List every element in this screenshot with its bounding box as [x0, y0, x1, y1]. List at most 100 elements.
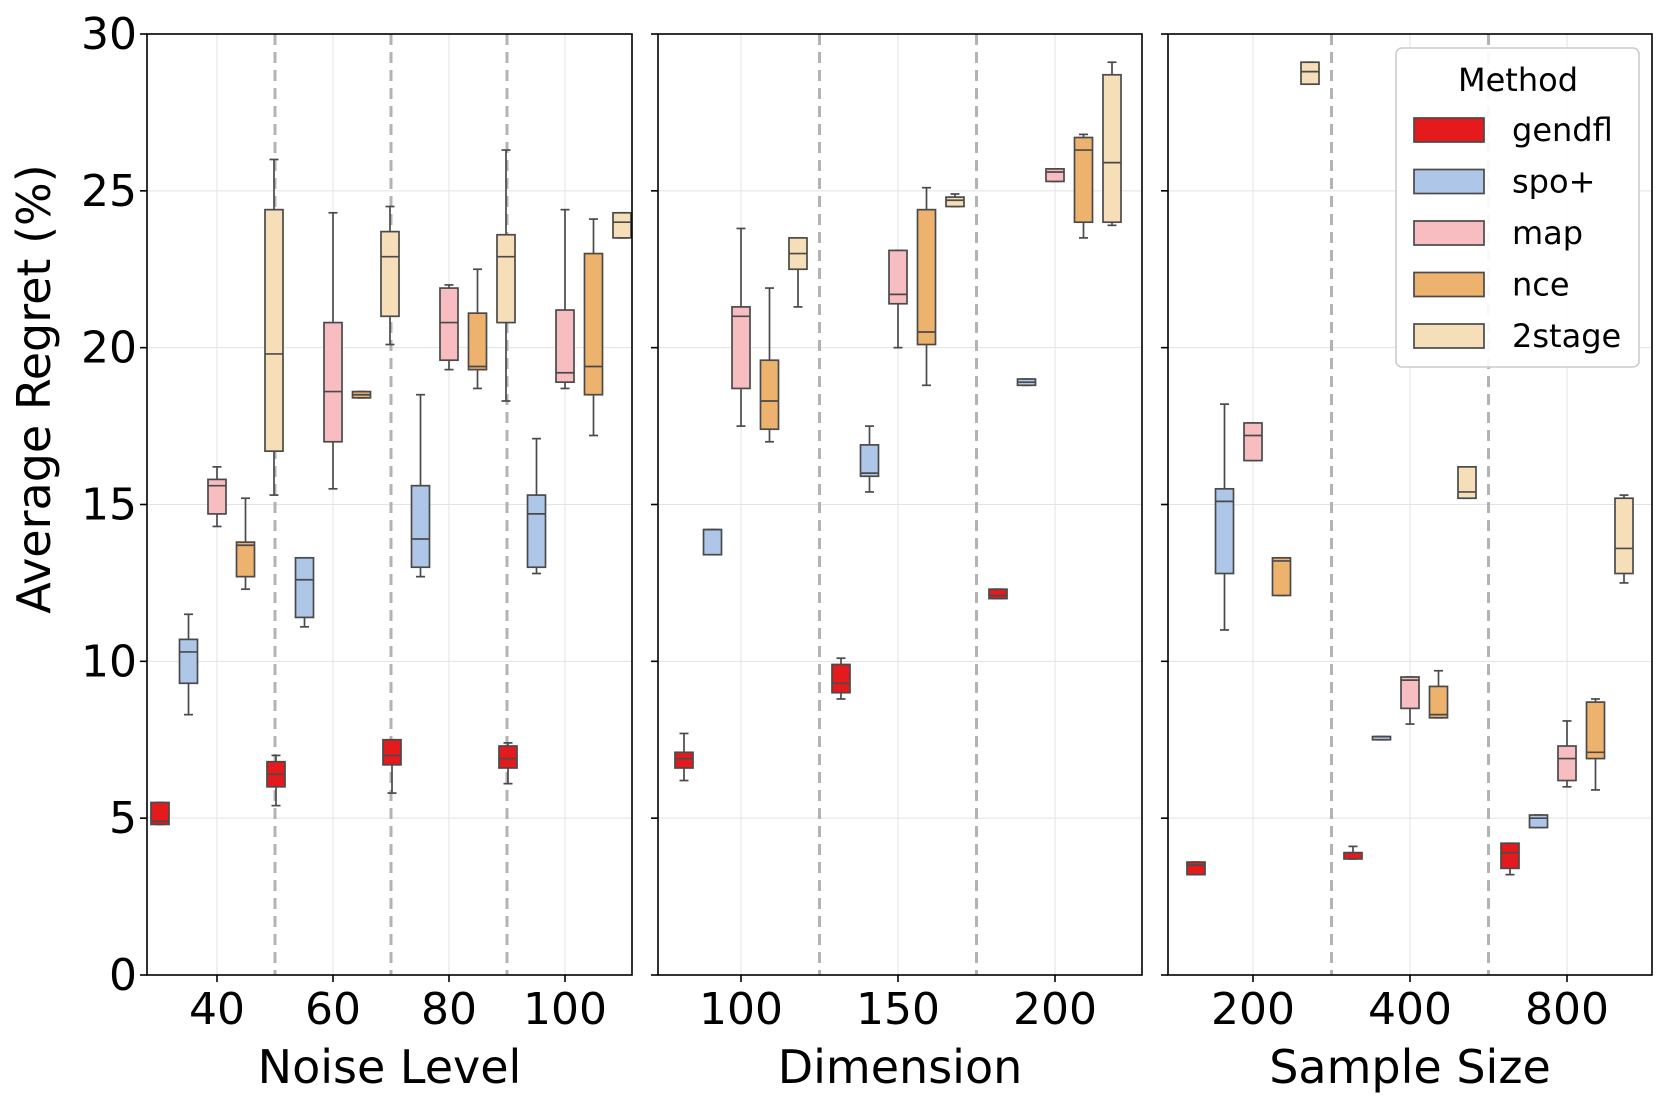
box-spo+: [702, 528, 723, 556]
box-spo+: [526, 437, 547, 575]
box-body: [988, 588, 1008, 600]
legend-swatch-nce: [1413, 271, 1485, 298]
box-body: [380, 230, 400, 318]
legend-label-gendfl: gendfl: [1512, 111, 1613, 149]
box-gendfl: [498, 742, 518, 785]
x-tick-label: 100: [699, 984, 783, 1035]
box-map: [323, 211, 343, 490]
box-map: [1557, 720, 1577, 788]
x-axis-label: Sample Size: [1269, 1040, 1551, 1094]
box-body: [1528, 814, 1549, 829]
legend: Method gendfl spo+ map nce 2stage: [1395, 47, 1640, 368]
box-2stage: [945, 193, 965, 208]
box-body: [1102, 73, 1122, 224]
legend-label-map: map: [1512, 214, 1583, 252]
box-body: [235, 541, 256, 578]
y-tick-label: 0: [109, 950, 137, 1001]
box-body: [945, 196, 965, 208]
box-body: [1214, 487, 1235, 575]
box-body: [294, 556, 315, 619]
x-tick-label: 800: [1525, 984, 1609, 1035]
x-axis-label: Noise Level: [258, 1040, 522, 1094]
box-body: [1614, 497, 1634, 575]
box-map: [1045, 168, 1065, 183]
box-body: [410, 484, 431, 569]
box-nce: [235, 497, 256, 591]
x-tick-label: 60: [305, 984, 361, 1035]
box-body: [207, 478, 227, 515]
box-body: [1585, 701, 1606, 760]
box-body: [1045, 168, 1065, 183]
legend-label-nce: nce: [1512, 266, 1570, 304]
box-2stage: [264, 158, 284, 496]
box-body: [859, 444, 880, 478]
box-body: [1271, 556, 1292, 597]
y-axis-label: Average Regret (%): [7, 164, 61, 613]
box-spo+: [410, 393, 431, 578]
box-body: [1400, 676, 1420, 710]
box-body: [526, 494, 547, 569]
box-body: [702, 528, 723, 556]
legend-label-2stage: 2stage: [1512, 317, 1621, 355]
box-gendfl: [382, 738, 402, 794]
box-body: [1073, 136, 1094, 224]
box-gendfl: [674, 732, 694, 782]
box-spo+: [294, 556, 315, 628]
box-2stage: [612, 211, 632, 239]
box-nce: [1585, 698, 1606, 791]
legend-label-spo+: spo+: [1512, 163, 1595, 201]
box-body: [1343, 851, 1363, 860]
box-body: [1457, 466, 1477, 500]
x-tick-label: 40: [189, 984, 245, 1035]
box-map: [888, 249, 908, 349]
box-body: [674, 751, 694, 769]
box-2stage: [1614, 494, 1634, 584]
y-tick-label: 25: [81, 166, 137, 217]
box-body: [731, 306, 751, 390]
box-nce: [1428, 669, 1449, 719]
box-spo+: [1371, 735, 1392, 741]
box-body: [1428, 685, 1449, 719]
x-axis-label: Dimension: [778, 1040, 1023, 1094]
box-body: [323, 321, 343, 443]
box-body: [496, 233, 516, 324]
x-tick-label: 150: [856, 984, 940, 1035]
legend-entries: gendfl spo+ map nce 2stage: [1413, 111, 1621, 355]
x-tick-label: 100: [523, 984, 607, 1035]
box-body: [498, 745, 518, 769]
box-body: [583, 252, 604, 396]
x-tick-label: 200: [1013, 984, 1097, 1035]
box-gendfl: [1343, 845, 1363, 860]
box-2stage: [1102, 61, 1122, 227]
box-2stage: [1300, 61, 1320, 86]
y-tick-label: 10: [81, 636, 137, 687]
box-body: [264, 208, 284, 453]
legend-swatch-spo+: [1413, 168, 1485, 195]
box-body: [1243, 422, 1263, 462]
box-body: [382, 738, 402, 766]
box-gendfl: [266, 754, 286, 807]
box-body: [831, 663, 851, 694]
box-map: [1400, 676, 1420, 725]
box-body: [612, 211, 632, 239]
box-map: [731, 227, 751, 427]
box-body: [439, 287, 459, 362]
box-gendfl: [150, 801, 170, 826]
box-nce: [583, 218, 604, 437]
box-body: [150, 801, 170, 826]
box-2stage: [1457, 466, 1477, 500]
box-nce: [351, 390, 372, 399]
box-body: [467, 312, 488, 371]
box-spo+: [859, 425, 880, 493]
box-2stage: [496, 149, 516, 402]
box-body: [759, 359, 780, 431]
box-nce: [1271, 556, 1292, 597]
box-gendfl: [988, 588, 1008, 600]
y-tick-label: 20: [81, 323, 137, 374]
box-map: [207, 466, 227, 528]
y-tick-label: 30: [81, 9, 137, 60]
